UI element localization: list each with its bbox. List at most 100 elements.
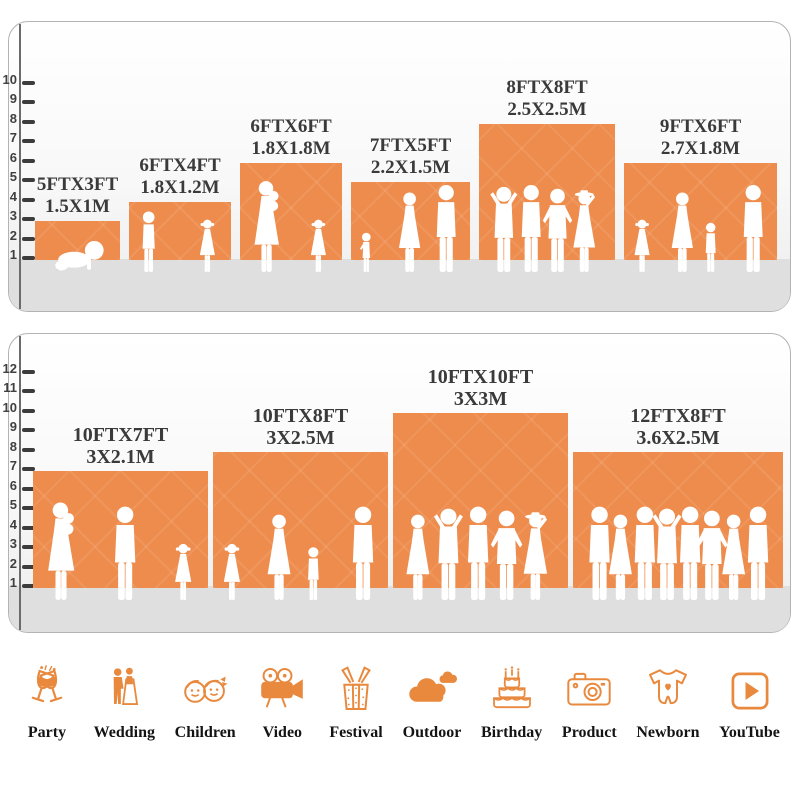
category-label: Product xyxy=(561,724,617,741)
backdrop-12ftx8ft xyxy=(573,451,783,588)
ruler-tick-2 xyxy=(22,564,35,569)
ruler-tick-8 xyxy=(22,119,35,124)
ruler-tick-7 xyxy=(22,139,35,143)
ruler-number-3: 3 xyxy=(9,208,17,223)
category-party: Party xyxy=(20,656,74,742)
ruler-number-2: 2 xyxy=(9,555,17,571)
backdrop-size-ft: 5FTX3FT xyxy=(36,174,119,195)
product-icon xyxy=(562,656,616,718)
category-label: Video xyxy=(262,724,303,741)
ruler-number-4: 4 xyxy=(9,188,17,204)
ruler-number-11: 11 xyxy=(3,380,17,395)
ruler-number-5: 5 xyxy=(9,497,17,512)
ruler-tick-12 xyxy=(22,369,35,374)
category-wedding: Wedding xyxy=(94,656,155,742)
backdrop-size-m: 2.7X1.8M xyxy=(660,137,741,159)
backdrop-size-ft: 10FTX10FT xyxy=(427,365,534,388)
backdrop-label-8ftx8ft: 8FTX8FT 2.5X2.5M xyxy=(457,77,637,121)
backdrop-size-m: 3.6X2.5M xyxy=(636,426,720,449)
backdrop-label-12ftx8ft: 12FTX8FT 3.6X2.5M xyxy=(551,405,800,449)
backdrop-size-m: 2.5X2.5M xyxy=(507,98,587,120)
backdrop-label-9ftx6ft: 9FTX6FT 2.7X1.8M xyxy=(602,116,799,160)
ruler-tick-5 xyxy=(22,506,35,510)
ruler-tick-1 xyxy=(22,584,35,588)
category-label: Party xyxy=(27,724,67,741)
panel-floor xyxy=(9,586,790,632)
backdrop-10ftx10ft xyxy=(393,412,568,588)
backdrop-size-ft: 12FTX8FT xyxy=(630,404,726,427)
ruler-number-4: 4 xyxy=(9,516,17,532)
category-birthday: Birthday xyxy=(481,656,542,742)
youtube-icon xyxy=(723,656,777,718)
video-icon xyxy=(255,656,309,718)
backdrop-8ftx8ft xyxy=(479,123,615,260)
backdrop-size-m: 1.8X1.2M xyxy=(140,176,220,198)
ruler-number-10: 10 xyxy=(2,71,17,87)
backdrop-size-ft: 8FTX8FT xyxy=(506,76,588,98)
category-label: Festival xyxy=(329,724,383,741)
backdrop-5ftx3ft xyxy=(35,221,120,260)
ruler-tick-10 xyxy=(22,408,35,413)
category-label: Children xyxy=(174,724,236,741)
ruler-number-8: 8 xyxy=(9,110,17,126)
ruler-axis-line xyxy=(19,24,21,309)
category-label: Birthday xyxy=(480,724,543,741)
ruler-number-1: 1 xyxy=(9,247,17,262)
backdrop-label-5ftx3ft: 5FTX3FT 1.5X1M xyxy=(13,174,142,218)
backdrop-label-6ftx4ft: 6FTX4FT 1.8X1.2M xyxy=(107,155,253,199)
category-festival: Festival xyxy=(329,656,383,742)
ruler-axis-line xyxy=(19,336,21,630)
newborn-icon xyxy=(641,656,695,718)
category-newborn: Newborn xyxy=(636,656,699,742)
ruler-tick-4 xyxy=(22,197,35,202)
category-label: Newborn xyxy=(636,724,700,741)
ruler-number-9: 9 xyxy=(9,91,17,106)
backdrop-7ftx5ft xyxy=(351,182,470,260)
backdrop-size-m: 3X3M xyxy=(453,387,508,410)
ruler-tick-7 xyxy=(22,467,35,471)
backdrop-6ftx4ft xyxy=(129,201,231,260)
ruler-number-3: 3 xyxy=(9,536,17,551)
backdrop-label-10ftx10ft: 10FTX10FT 3X3M xyxy=(371,366,590,410)
ruler-tick-9 xyxy=(22,100,35,104)
backdrop-label-10ftx8ft: 10FTX8FT 3X2.5M xyxy=(191,405,410,449)
ruler-tick-1 xyxy=(22,256,35,260)
ruler-number-6: 6 xyxy=(9,477,17,493)
birthday-icon xyxy=(485,656,539,718)
backdrop-size-m: 2.2X1.5M xyxy=(370,157,451,178)
ruler-tick-2 xyxy=(22,236,35,241)
ruler-number-10: 10 xyxy=(2,399,17,415)
category-children: Children xyxy=(175,656,236,742)
backdrop-9ftx6ft xyxy=(624,162,777,260)
panel-floor xyxy=(9,259,790,311)
backdrop-size-m: 1.8X1.8M xyxy=(251,137,331,159)
backdrop-size-ft: 6FTX4FT xyxy=(139,154,221,176)
backdrop-size-m: 3X2.1M xyxy=(86,446,155,468)
backdrop-size-ft: 6FTX6FT xyxy=(250,115,332,137)
ruler-number-12: 12 xyxy=(2,360,17,376)
outdoor-icon xyxy=(405,656,459,718)
ruler-tick-3 xyxy=(22,545,35,549)
ruler-tick-9 xyxy=(22,428,35,432)
backdrop-size-m: 3X2.5M xyxy=(266,426,335,449)
category-outdoor: Outdoor xyxy=(402,656,462,742)
backdrop-size-ft: 10FTX8FT xyxy=(252,404,349,427)
backdrop-size-ft: 9FTX6FT xyxy=(659,115,742,137)
ruler-tick-3 xyxy=(22,217,35,221)
backdrop-size-ft: 10FTX7FT xyxy=(72,424,169,446)
small-backdrops-panel: 1 2 3 4 5 6 7 8 9 10 5FTX3FT 1.5X1M 6FTX4FT 1.8X1.2M 6… xyxy=(3,21,791,312)
backdrop-size-m: 1.5X1M xyxy=(45,196,110,217)
category-label: Wedding xyxy=(93,724,155,741)
ruler-tick-5 xyxy=(22,178,35,182)
category-youtube: YouTube xyxy=(719,656,780,742)
category-video: Video xyxy=(255,656,309,742)
ruler-number-2: 2 xyxy=(9,227,17,243)
ruler-tick-10 xyxy=(22,80,35,85)
category-label: Outdoor xyxy=(402,724,462,741)
party-icon xyxy=(20,656,74,718)
backdrop-size-ft: 7FTX5FT xyxy=(369,135,452,156)
ruler-number-7: 7 xyxy=(9,458,17,473)
ruler-number-9: 9 xyxy=(9,419,17,434)
wedding-icon xyxy=(97,656,151,718)
